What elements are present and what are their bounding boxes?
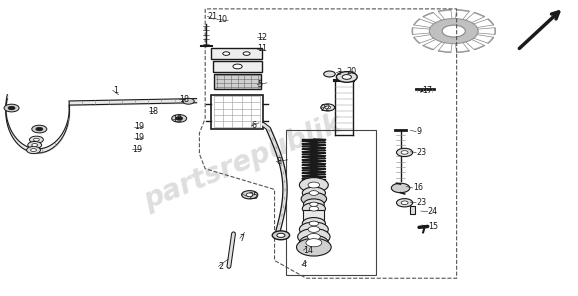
Text: 11: 11: [257, 44, 267, 53]
Text: 14: 14: [303, 246, 313, 255]
Bar: [213, 61, 262, 72]
Text: 22: 22: [321, 104, 331, 112]
Text: 13: 13: [172, 115, 182, 124]
Circle shape: [233, 64, 242, 69]
Polygon shape: [457, 10, 469, 11]
Circle shape: [272, 231, 290, 240]
Text: 17: 17: [422, 86, 432, 95]
Text: 9: 9: [416, 127, 421, 136]
Bar: [286, 130, 376, 275]
Polygon shape: [457, 51, 469, 52]
Circle shape: [324, 71, 335, 77]
Text: 24: 24: [428, 207, 438, 216]
Circle shape: [243, 52, 250, 55]
Circle shape: [307, 234, 320, 240]
Circle shape: [442, 25, 465, 37]
Circle shape: [308, 182, 320, 188]
Text: 6: 6: [251, 121, 257, 130]
Circle shape: [297, 238, 331, 256]
Circle shape: [397, 199, 413, 207]
Circle shape: [303, 199, 324, 210]
Circle shape: [32, 125, 47, 133]
Text: 15: 15: [428, 222, 438, 231]
Polygon shape: [488, 19, 494, 25]
Circle shape: [302, 218, 325, 229]
Polygon shape: [488, 37, 494, 43]
Text: 23: 23: [416, 198, 427, 207]
Text: 2: 2: [218, 262, 224, 271]
Circle shape: [401, 201, 408, 205]
Text: 4: 4: [302, 260, 307, 269]
Circle shape: [172, 115, 187, 122]
Bar: [214, 74, 261, 89]
Circle shape: [308, 226, 320, 232]
Text: 20: 20: [347, 67, 357, 75]
Polygon shape: [438, 51, 451, 52]
Circle shape: [34, 138, 39, 141]
Circle shape: [223, 52, 229, 55]
Circle shape: [29, 136, 43, 143]
Circle shape: [391, 183, 410, 193]
Circle shape: [309, 221, 318, 226]
Text: 1: 1: [113, 86, 118, 95]
Circle shape: [309, 206, 318, 211]
Text: partsrepublik: partsrepublik: [139, 110, 346, 215]
Circle shape: [397, 148, 413, 157]
Text: 19: 19: [134, 122, 144, 131]
Circle shape: [32, 144, 38, 147]
Text: 10: 10: [217, 15, 227, 24]
Circle shape: [246, 193, 253, 197]
Circle shape: [242, 191, 258, 199]
Circle shape: [27, 147, 40, 154]
Polygon shape: [438, 10, 451, 11]
Circle shape: [310, 202, 318, 206]
Circle shape: [31, 149, 36, 152]
Text: 8: 8: [276, 157, 281, 166]
Text: 3: 3: [336, 68, 342, 77]
Circle shape: [325, 106, 331, 109]
Polygon shape: [423, 46, 433, 50]
Circle shape: [28, 141, 42, 149]
Circle shape: [342, 75, 351, 79]
Polygon shape: [475, 46, 484, 50]
Text: 7: 7: [240, 234, 245, 243]
Circle shape: [4, 104, 19, 112]
Circle shape: [301, 192, 327, 205]
Circle shape: [302, 187, 325, 199]
Circle shape: [336, 72, 357, 82]
Circle shape: [302, 203, 325, 215]
Circle shape: [299, 178, 328, 192]
Text: 16: 16: [413, 184, 423, 192]
Bar: [303, 210, 324, 223]
Polygon shape: [429, 19, 478, 44]
Circle shape: [299, 222, 328, 237]
Circle shape: [36, 127, 43, 131]
Circle shape: [309, 191, 318, 195]
Text: 5: 5: [257, 80, 262, 89]
Circle shape: [183, 98, 194, 104]
Text: 19: 19: [134, 133, 144, 142]
Text: 12: 12: [257, 33, 268, 41]
Circle shape: [8, 106, 15, 110]
Text: 25: 25: [249, 192, 259, 201]
Text: 18: 18: [179, 95, 189, 104]
Bar: [410, 206, 415, 214]
Circle shape: [306, 239, 322, 247]
Text: 19: 19: [132, 145, 142, 154]
Polygon shape: [475, 12, 484, 17]
Circle shape: [299, 235, 328, 250]
Bar: [211, 48, 262, 59]
Polygon shape: [414, 19, 420, 25]
Text: 18: 18: [149, 107, 158, 115]
Circle shape: [321, 104, 335, 111]
Text: 23: 23: [416, 148, 427, 157]
Circle shape: [277, 233, 285, 237]
Circle shape: [401, 151, 408, 154]
Circle shape: [298, 229, 330, 245]
Text: 21: 21: [208, 12, 218, 21]
Polygon shape: [414, 37, 420, 43]
Circle shape: [176, 117, 183, 120]
Polygon shape: [423, 12, 433, 17]
Bar: [211, 95, 263, 129]
